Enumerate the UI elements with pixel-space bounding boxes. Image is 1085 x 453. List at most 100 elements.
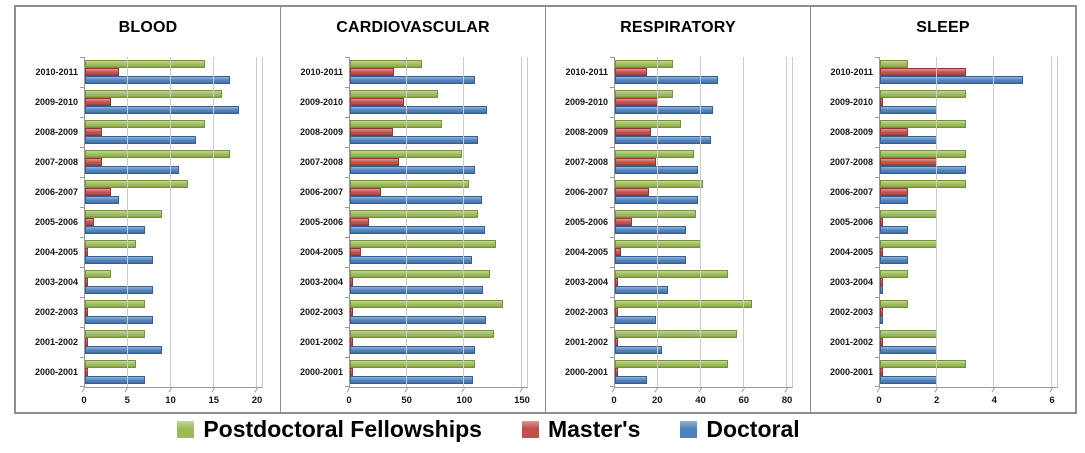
value-axis-tick — [254, 387, 258, 393]
category-axis-tick — [875, 386, 880, 387]
bar-postdoctoral-fellowships — [85, 270, 111, 278]
value-axis-tick — [784, 387, 788, 393]
bar-postdoctoral-fellowships — [615, 150, 695, 158]
category-label: 2006-2007 — [299, 187, 343, 197]
bar-doctoral — [85, 316, 154, 324]
bar-doctoral — [615, 76, 718, 84]
bar-postdoctoral-fellowships — [350, 210, 478, 218]
bar-group — [85, 207, 262, 237]
value-axis-tick — [654, 387, 659, 393]
bar-group — [880, 57, 1057, 87]
category-label: 2007-2008 — [299, 157, 343, 167]
gridline — [993, 57, 995, 387]
bar-postdoctoral-fellowships — [350, 180, 469, 188]
value-axis-spacer — [16, 388, 84, 410]
bar-doctoral — [85, 376, 145, 384]
category-label: 2003-2004 — [299, 277, 343, 287]
bar-doctoral — [350, 136, 478, 144]
bar-group — [85, 117, 262, 147]
bar-postdoctoral-fellowships — [85, 90, 222, 98]
bar-group — [880, 237, 1057, 267]
category-label: 2001-2002 — [299, 337, 343, 347]
value-axis-tick — [519, 387, 523, 393]
bar-master-s — [350, 308, 353, 316]
category-label: 2002-2003 — [34, 307, 78, 317]
value-tick-label: 5 — [124, 395, 130, 406]
category-axis-tick — [80, 357, 85, 358]
gridline — [127, 57, 129, 387]
category-label: 2010-2011 — [830, 67, 873, 77]
bar-master-s — [85, 278, 88, 286]
bar-group — [880, 297, 1057, 327]
bar-postdoctoral-fellowships — [615, 60, 673, 68]
bar-group — [615, 297, 792, 327]
bar-master-s — [615, 278, 618, 286]
bar-postdoctoral-fellowships — [880, 300, 909, 308]
category-axis-tick — [875, 117, 880, 118]
value-axis-spacer — [546, 388, 614, 410]
bar-doctoral — [85, 286, 154, 294]
plot-area — [875, 57, 1058, 388]
bar-group — [350, 267, 527, 297]
bar-postdoctoral-fellowships — [880, 270, 909, 278]
bar-group — [880, 147, 1057, 177]
bar-postdoctoral-fellowships — [85, 120, 205, 128]
value-axis-spacer — [281, 388, 349, 410]
bar-group — [880, 357, 1057, 387]
panel-plot-region: 2010-2011 2009-2010 2008-2009 2007-2008 2006… — [16, 57, 280, 388]
bar-doctoral — [880, 226, 909, 234]
gridline — [212, 57, 214, 387]
bar-group — [85, 87, 262, 117]
bar-group — [85, 357, 262, 387]
bar-group — [880, 117, 1057, 147]
bar-doctoral — [350, 346, 476, 354]
value-axis-tick — [167, 387, 172, 393]
category-axis-tick — [80, 237, 85, 238]
chart-panel-cardiovascular: CARDIOVASCULAR 2010-2011 2009-2010 2008-200… — [281, 7, 546, 412]
value-axis: 0 5 10 15 20 — [16, 387, 280, 410]
bar-doctoral — [85, 196, 120, 204]
category-label: 2005-2006 — [34, 217, 78, 227]
chart-legend: Postdoctoral Fellowships Master's Doctoral — [0, 416, 1085, 443]
category-label: 2009-2010 — [34, 97, 78, 107]
bar-postdoctoral-fellowships — [880, 120, 966, 128]
bar-group — [350, 207, 527, 237]
category-label: 2009-2010 — [299, 97, 343, 107]
bar-postdoctoral-fellowships — [880, 150, 966, 158]
panel-title: SLEEP — [916, 19, 970, 36]
value-axis-tick — [934, 387, 938, 393]
gridline — [1050, 57, 1052, 387]
bar-group — [85, 237, 262, 267]
bar-doctoral — [350, 196, 483, 204]
bar-group — [615, 267, 792, 297]
bar-master-s — [350, 98, 404, 106]
bar-master-s — [615, 128, 652, 136]
bar-master-s — [615, 188, 650, 196]
bar-master-s — [85, 308, 88, 316]
value-axis-tick — [991, 387, 996, 393]
bar-doctoral — [350, 256, 472, 264]
bar-postdoctoral-fellowships — [615, 330, 737, 338]
panel-plot-region: 2010-2011 2009-2010 2008-2009 2007-2008 2006… — [281, 57, 545, 388]
bar-doctoral — [615, 106, 714, 114]
bar-postdoctoral-fellowships — [880, 330, 937, 338]
bar-group — [85, 57, 262, 87]
category-axis-tick — [610, 297, 615, 298]
bar-postdoctoral-fellowships — [615, 300, 752, 308]
gridline — [657, 57, 659, 387]
bar-doctoral — [615, 136, 712, 144]
bar-postdoctoral-fellowships — [350, 270, 491, 278]
bar-doctoral — [85, 166, 180, 174]
bar-doctoral — [880, 166, 966, 174]
bar-doctoral — [615, 316, 656, 324]
category-label: 2005-2006 — [564, 217, 608, 227]
bar-doctoral — [615, 286, 669, 294]
category-axis-tick — [610, 57, 615, 58]
bar-doctoral — [350, 76, 476, 84]
bar-group — [350, 117, 527, 147]
category-axis-tick — [610, 147, 615, 148]
bar-postdoctoral-fellowships — [615, 180, 703, 188]
bar-doctoral — [350, 226, 485, 234]
bar-master-s — [880, 128, 909, 136]
